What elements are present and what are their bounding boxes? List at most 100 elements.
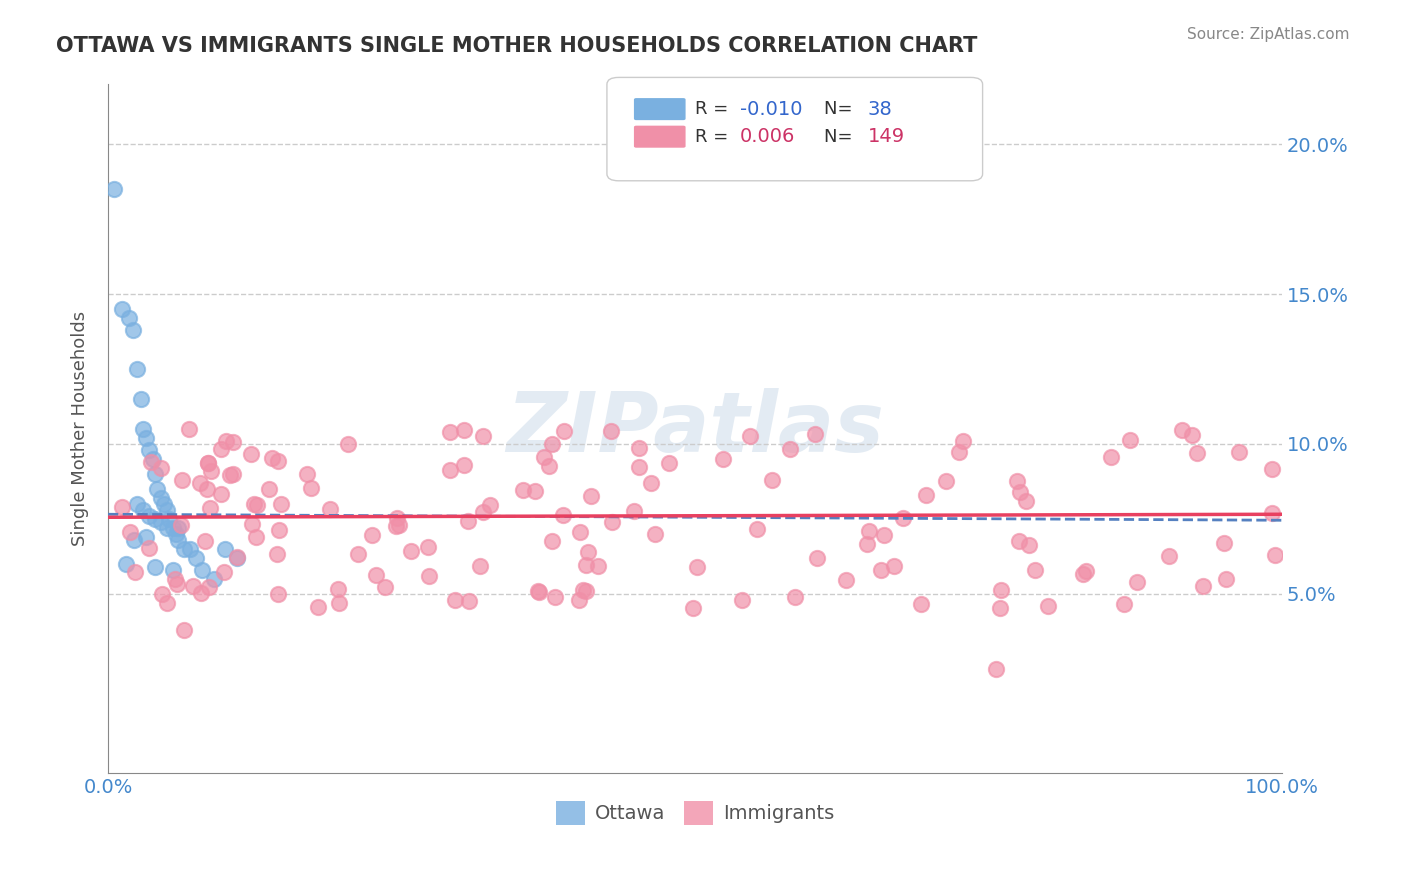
Point (179, 541, 201, 556)
Point (266, 454, 288, 468)
Point (628, 441, 651, 455)
Point (143, 512, 166, 526)
Point (779, 442, 801, 456)
Point (858, 524, 880, 539)
Point (1005, 474, 1028, 488)
Point (157, 512, 180, 526)
Point (1170, 423, 1192, 437)
Point (453, 458, 475, 472)
Point (243, 497, 266, 511)
Point (118, 525, 141, 540)
Point (1261, 462, 1284, 476)
Point (202, 572, 225, 586)
Point (685, 559, 707, 574)
Point (132, 422, 155, 436)
Point (644, 526, 666, 541)
Point (835, 573, 858, 587)
Point (114, 557, 136, 571)
Text: 38: 38 (868, 100, 893, 119)
Point (127, 497, 149, 511)
Point (170, 517, 193, 532)
Point (167, 533, 190, 547)
Point (738, 429, 761, 443)
Point (347, 547, 370, 561)
Point (1024, 563, 1046, 577)
Point (682, 600, 704, 615)
Text: R =: R = (695, 100, 734, 118)
Point (544, 590, 567, 604)
Point (439, 463, 461, 477)
Point (575, 558, 598, 573)
Point (1099, 450, 1122, 464)
Point (103, 182, 125, 196)
Point (1157, 549, 1180, 563)
FancyBboxPatch shape (634, 98, 686, 120)
Point (219, 467, 242, 482)
Point (388, 518, 411, 533)
Point (156, 521, 179, 535)
Y-axis label: Single Mother Households: Single Mother Households (72, 311, 89, 547)
Point (1015, 494, 1038, 508)
Point (209, 487, 232, 501)
Point (149, 515, 172, 529)
Point (472, 428, 495, 442)
Point (200, 464, 222, 478)
Point (181, 578, 204, 592)
Point (226, 550, 249, 565)
Point (318, 502, 340, 516)
Point (214, 541, 236, 556)
Point (173, 541, 195, 556)
Text: OTTAWA VS IMMIGRANTS SINGLE MOTHER HOUSEHOLDS CORRELATION CHART: OTTAWA VS IMMIGRANTS SINGLE MOTHER HOUSE… (56, 36, 977, 55)
Point (1126, 574, 1149, 589)
Point (523, 484, 546, 499)
Point (1213, 536, 1236, 550)
Point (132, 502, 155, 516)
Point (143, 559, 166, 574)
Point (166, 576, 188, 591)
Point (600, 424, 623, 438)
Point (297, 467, 319, 481)
Point (245, 530, 267, 544)
Point (111, 301, 134, 316)
Point (150, 461, 173, 475)
Point (416, 540, 439, 554)
Point (121, 323, 143, 337)
Point (195, 482, 218, 496)
Point (361, 527, 384, 541)
Point (118, 311, 141, 326)
Point (457, 594, 479, 608)
Point (215, 434, 238, 449)
Point (222, 434, 245, 449)
Text: N=: N= (824, 128, 858, 145)
Point (468, 558, 491, 573)
Text: Source: ZipAtlas.com: Source: ZipAtlas.com (1187, 27, 1350, 42)
Point (226, 550, 249, 565)
Point (173, 623, 195, 637)
Point (135, 530, 157, 544)
Point (730, 593, 752, 607)
Point (190, 586, 212, 600)
Point (747, 522, 769, 536)
Point (948, 445, 970, 459)
Text: ZIPatlas: ZIPatlas (506, 388, 884, 469)
Point (1185, 446, 1208, 460)
Point (299, 482, 322, 496)
Point (806, 551, 828, 566)
FancyBboxPatch shape (634, 126, 686, 148)
Point (269, 523, 291, 537)
Point (188, 476, 211, 491)
Point (527, 584, 550, 599)
Point (418, 569, 440, 583)
Point (567, 592, 589, 607)
Point (457, 515, 479, 529)
Point (198, 500, 221, 515)
Point (575, 584, 598, 599)
Point (553, 424, 575, 438)
Point (713, 452, 735, 467)
Point (1119, 433, 1142, 447)
Point (165, 572, 187, 586)
Point (337, 437, 360, 451)
Point (143, 467, 166, 481)
Point (883, 559, 905, 574)
Point (153, 497, 176, 511)
